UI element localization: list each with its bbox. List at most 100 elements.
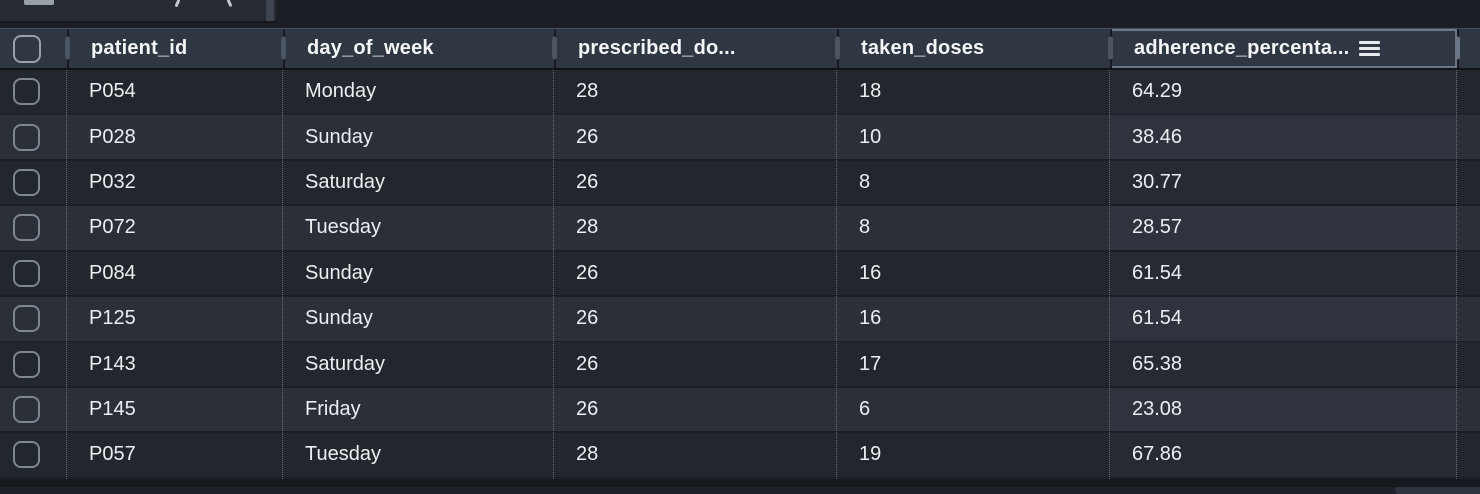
row-checkbox[interactable] [13, 123, 40, 151]
cell-adherence-percentage[interactable]: 28.57 [1110, 206, 1457, 250]
row-select-cell [0, 433, 67, 477]
cell-day-of-week[interactable]: Tuesday [305, 443, 381, 466]
table-row[interactable]: P028 Sunday 26 10 38.46 [0, 115, 1480, 159]
cell-taken-doses[interactable]: 6 [859, 398, 871, 421]
hamburger-menu-icon[interactable] [1359, 41, 1381, 56]
column-header-prescribed-doses[interactable]: prescribed_do... [556, 29, 837, 68]
cell-prescribed-doses[interactable]: 28 [576, 443, 599, 466]
table-row[interactable]: P145 Friday 26 6 23.08 [0, 387, 1480, 432]
table-row[interactable]: P057 Tuesday 28 19 67.86 [0, 433, 1480, 477]
column-resize-grip[interactable] [64, 36, 70, 60]
cell-patient-id[interactable]: P145 [89, 398, 136, 421]
cell-adherence-percentage[interactable]: 61.54 [1110, 251, 1457, 296]
cell-patient-id[interactable]: P057 [89, 443, 136, 466]
cell-day-of-week[interactable]: Sunday [305, 261, 373, 284]
row-checkbox[interactable] [13, 214, 40, 242]
divider [0, 68, 1480, 70]
column-header-adherence-percentage[interactable]: adherence_percenta... [1112, 29, 1457, 68]
row-checkbox[interactable] [13, 78, 40, 106]
row-checkbox[interactable] [13, 441, 40, 469]
select-all-checkbox[interactable] [13, 34, 41, 63]
cell-prescribed-doses[interactable]: 28 [576, 80, 599, 103]
divider [0, 21, 276, 23]
row-checkbox[interactable] [13, 350, 40, 378]
cell-day-of-week[interactable]: Sunday [305, 125, 373, 148]
cell-adherence-percentage[interactable]: 38.46 [1110, 115, 1457, 159]
column-resize-grip[interactable] [1107, 36, 1113, 60]
cell-taken-doses[interactable]: 8 [859, 171, 871, 194]
cell-prescribed-doses[interactable]: 26 [576, 261, 599, 284]
table-row[interactable]: P032 Saturday 26 8 30.77 [0, 160, 1480, 205]
row-select-cell [0, 161, 67, 205]
cell-taken-doses[interactable]: 10 [859, 125, 882, 148]
row-select-cell [0, 206, 67, 250]
cell-extra-sliver [1457, 433, 1480, 477]
column-header-taken-doses[interactable]: taken_doses [839, 29, 1110, 68]
cell-prescribed-doses[interactable]: 26 [576, 125, 599, 148]
cell-patient-id[interactable]: P143 [89, 352, 136, 375]
column-header-day-of-week[interactable]: day_of_week [285, 29, 554, 68]
column-separator [1109, 70, 1110, 479]
cell-taken-doses[interactable]: 19 [859, 443, 882, 466]
row-select-cell [0, 70, 67, 114]
tab-remnant[interactable] [0, 0, 276, 21]
cell-prescribed-doses[interactable]: 26 [576, 171, 599, 194]
column-label: patient_id [91, 37, 188, 59]
column-resize-grip[interactable] [1454, 36, 1460, 60]
cell-day-of-week[interactable]: Saturday [305, 352, 386, 375]
cell-prescribed-doses[interactable]: 28 [576, 216, 599, 239]
cell-extra-sliver [1457, 115, 1480, 159]
cell-adherence-percentage[interactable]: 30.77 [1110, 160, 1457, 205]
cell-day-of-week[interactable]: Saturday [305, 171, 386, 194]
cell-day-of-week[interactable]: Friday [305, 398, 361, 421]
row-checkbox[interactable] [13, 259, 40, 287]
column-resize-grip[interactable] [834, 36, 840, 60]
column-label: adherence_percenta... [1134, 37, 1350, 59]
cell-adherence-percentage[interactable]: 23.08 [1110, 387, 1457, 432]
cell-taken-doses[interactable]: 17 [859, 352, 882, 375]
column-header-patient-id[interactable]: patient_id [69, 29, 283, 68]
table-body: P054 Monday 28 18 64.29 P028 Sunday 26 1… [0, 70, 1480, 479]
row-checkbox[interactable] [13, 169, 40, 197]
truncated-table-icon [24, 0, 54, 5]
truncated-count-text-fragment [174, 0, 181, 8]
cell-taken-doses[interactable]: 18 [859, 80, 882, 103]
horizontal-scrollbar-track[interactable] [0, 486, 1480, 494]
cell-adherence-percentage[interactable]: 64.29 [1110, 70, 1457, 114]
mini-scrollbar-thumb[interactable] [266, 0, 274, 21]
cell-patient-id[interactable]: P084 [89, 261, 136, 284]
cell-adherence-percentage[interactable]: 65.38 [1110, 342, 1457, 386]
cell-patient-id[interactable]: P125 [89, 307, 136, 330]
cell-day-of-week[interactable]: Tuesday [305, 216, 381, 239]
column-separator [553, 70, 554, 479]
horizontal-scrollbar-thumb[interactable] [1395, 487, 1480, 494]
cell-extra-sliver [1457, 297, 1480, 341]
column-label: day_of_week [307, 37, 434, 59]
column-resize-grip[interactable] [551, 36, 557, 60]
column-separator [1456, 70, 1457, 479]
cell-patient-id[interactable]: P072 [89, 216, 136, 239]
cell-prescribed-doses[interactable]: 26 [576, 398, 599, 421]
cell-day-of-week[interactable]: Monday [305, 80, 377, 103]
row-select-cell [0, 115, 67, 159]
row-checkbox[interactable] [13, 396, 40, 424]
cell-day-of-week[interactable]: Sunday [305, 307, 373, 330]
cell-prescribed-doses[interactable]: 26 [576, 352, 599, 375]
cell-prescribed-doses[interactable]: 26 [576, 307, 599, 330]
row-checkbox[interactable] [13, 305, 40, 333]
table-row[interactable]: P084 Sunday 26 16 61.54 [0, 251, 1480, 296]
cell-adherence-percentage[interactable]: 61.54 [1110, 296, 1457, 341]
cell-taken-doses[interactable]: 16 [859, 261, 882, 284]
table-row[interactable]: P072 Tuesday 28 8 28.57 [0, 206, 1480, 250]
cell-adherence-percentage[interactable]: 67.86 [1110, 433, 1457, 477]
cell-patient-id[interactable]: P032 [89, 171, 136, 194]
cell-taken-doses[interactable]: 8 [859, 216, 871, 239]
table-row[interactable]: P125 Sunday 26 16 61.54 [0, 296, 1480, 341]
cell-taken-doses[interactable]: 16 [859, 307, 882, 330]
cell-patient-id[interactable]: P054 [89, 80, 136, 103]
table-row[interactable]: P054 Monday 28 18 64.29 [0, 70, 1480, 114]
table-row[interactable]: P143 Saturday 26 17 65.38 [0, 342, 1480, 386]
cell-patient-id[interactable]: P028 [89, 125, 136, 148]
column-resize-grip[interactable] [280, 36, 286, 60]
